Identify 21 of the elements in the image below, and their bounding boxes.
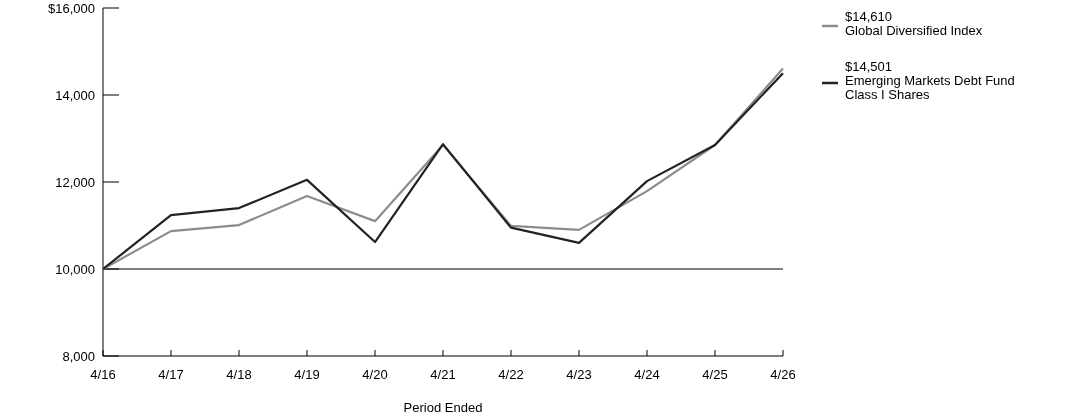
legend-label: Emerging Markets Debt Fund Class I Shares [845,73,1015,102]
x-tick-label: 4/26 [770,367,796,382]
x-tick-label: 4/17 [158,367,184,382]
x-tick-label: 4/19 [294,367,320,382]
x-tick-label: 4/18 [226,367,252,382]
x-tick-label: 4/20 [362,367,388,382]
y-tick-label: 12,000 [55,174,95,190]
x-tick-label: 4/21 [430,367,456,382]
x-tick-label: 4/22 [498,367,524,382]
x-tick-label: 4/16 [90,367,116,382]
x-axis-title: Period Ended [403,400,483,415]
x-tick-label: 4/23 [566,367,592,382]
y-tick-label: $16,000 [48,0,95,16]
legend-label: Global Diversified Index [845,23,983,38]
y-tick-label: 10,000 [55,261,95,277]
text: $14,610 [845,9,892,24]
y-tick-label: 14,000 [55,87,95,103]
x-tick-label: 4/25 [702,367,728,382]
x-tick-label: 4/24 [634,367,660,382]
text: $14,501 [845,59,892,74]
y-tick-label: 8,000 [62,348,95,364]
